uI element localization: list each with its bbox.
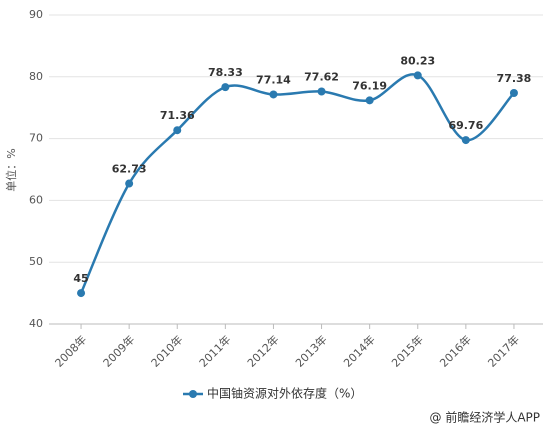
point xyxy=(365,96,374,105)
y-tick-label: 90 xyxy=(29,8,43,21)
point xyxy=(269,90,278,99)
value-label: 76.19 xyxy=(352,79,387,92)
value-label: 80.23 xyxy=(400,54,435,67)
point xyxy=(461,136,470,145)
point xyxy=(125,179,134,188)
x-tick-label: 2014年 xyxy=(340,332,377,369)
point xyxy=(221,83,230,92)
y-tick-label: 80 xyxy=(29,70,43,83)
point xyxy=(77,289,86,298)
value-label: 45 xyxy=(73,272,88,285)
x-tick-label: 2012年 xyxy=(244,332,281,369)
x-tick-label: 2015年 xyxy=(389,332,426,369)
x-tick-label: 2017年 xyxy=(485,332,522,369)
legend-label: 中国铀资源对外依存度（%） xyxy=(207,386,362,401)
point xyxy=(509,88,518,97)
y-tick-label: 40 xyxy=(29,317,43,330)
value-label: 69.76 xyxy=(448,119,483,132)
source: @ 前瞻经济学人APP xyxy=(430,410,541,425)
x-tick-label: 2016年 xyxy=(437,332,474,369)
value-label: 62.73 xyxy=(112,163,147,176)
y-tick-label: 50 xyxy=(29,255,43,268)
x-tick-label: 2013年 xyxy=(292,332,329,369)
line xyxy=(79,73,515,294)
x-tick-label: 2010年 xyxy=(148,332,185,369)
value-label: 77.62 xyxy=(304,71,339,84)
value-label: 77.14 xyxy=(256,73,291,86)
x-tick-label: 2009年 xyxy=(100,332,137,369)
x-tick-label: 2011年 xyxy=(196,332,233,369)
point xyxy=(413,71,422,80)
point xyxy=(317,87,326,96)
legend-marker xyxy=(189,390,197,398)
value-label: 77.38 xyxy=(497,72,532,85)
x-tick-label: 2008年 xyxy=(52,332,89,369)
y-tick-label: 70 xyxy=(29,132,43,145)
y-tick-label: 60 xyxy=(29,193,43,206)
y-axis-label: 单位：% xyxy=(4,148,18,191)
value-label: 71.36 xyxy=(160,109,195,122)
value-label: 78.33 xyxy=(208,66,243,79)
point xyxy=(173,126,182,135)
